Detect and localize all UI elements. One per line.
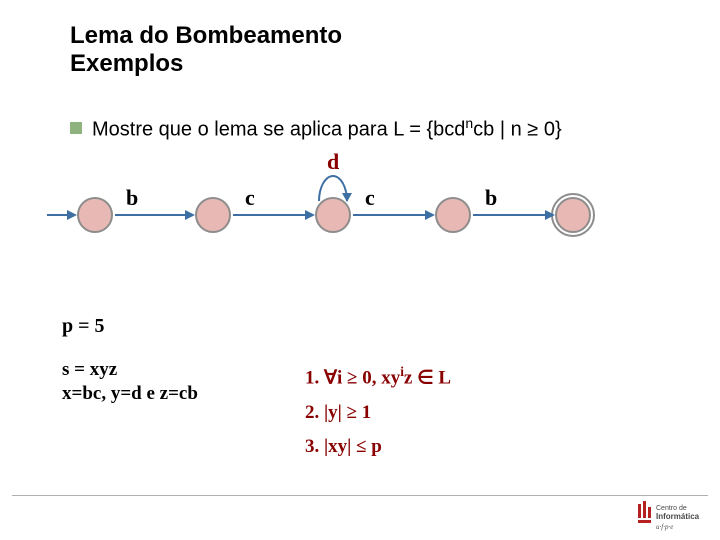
edge-label: c	[365, 185, 375, 211]
edge-head-icon	[425, 210, 435, 220]
edge-head-icon	[305, 210, 315, 220]
state-q1	[195, 197, 231, 233]
slide: Lema do Bombeamento Exemplos Mostre que …	[0, 0, 720, 540]
logo-svg: Centro deInformática u·f·p·e	[636, 498, 706, 532]
s-line-1: s = xyz	[62, 358, 198, 382]
state-q2	[315, 197, 351, 233]
bullet-text: Mostre que o lema se aplica para L = {bc…	[92, 115, 562, 142]
s-decomposition-block: s = xyz x=bc, y=d e z=cb	[62, 358, 198, 406]
svg-text:Centro de: Centro de	[656, 505, 687, 512]
footer-logo: Centro deInformática u·f·p·e	[636, 498, 706, 532]
condition-2: 2. |y| ≥ 1	[305, 396, 451, 430]
state-q0	[77, 197, 113, 233]
edge-q1-q2	[233, 214, 305, 216]
init-arrow	[47, 214, 69, 216]
state-q4	[555, 197, 591, 233]
title-line-1: Lema do Bombeamento	[70, 22, 342, 50]
footer-divider	[12, 495, 708, 496]
p-equals-line: p = 5	[62, 315, 105, 338]
slide-title: Lema do Bombeamento Exemplos	[70, 22, 342, 77]
automaton-diagram: bccbd	[55, 155, 675, 285]
edge-q2-q3	[353, 214, 425, 216]
conditions-block: 1. ∀i ≥ 0, xyiz ∈ L 2. |y| ≥ 1 3. |xy| ≤…	[305, 360, 451, 464]
state-q3	[435, 197, 471, 233]
title-line-2: Exemplos	[70, 50, 342, 78]
svg-text:u·f·p·e: u·f·p·e	[656, 523, 673, 531]
edge-label: b	[485, 185, 497, 211]
bullet-item: Mostre que o lema se aplica para L = {bc…	[70, 115, 562, 142]
edge-label: c	[245, 185, 255, 211]
edge-head-icon	[185, 210, 195, 220]
svg-text:Informática: Informática	[656, 512, 700, 521]
condition-1: 1. ∀i ≥ 0, xyiz ∈ L	[305, 360, 451, 396]
s-line-2: x=bc, y=d e z=cb	[62, 382, 198, 406]
edge-label: b	[126, 185, 138, 211]
self-loop-label: d	[327, 149, 339, 175]
bullet-marker-icon	[70, 122, 82, 134]
edge-q3-q4	[473, 214, 545, 216]
self-loop-head-icon	[342, 193, 352, 202]
edge-head-icon	[545, 210, 555, 220]
init-arrow-head-icon	[67, 210, 77, 220]
condition-3: 3. |xy| ≤ p	[305, 430, 451, 464]
edge-q0-q1	[115, 214, 185, 216]
